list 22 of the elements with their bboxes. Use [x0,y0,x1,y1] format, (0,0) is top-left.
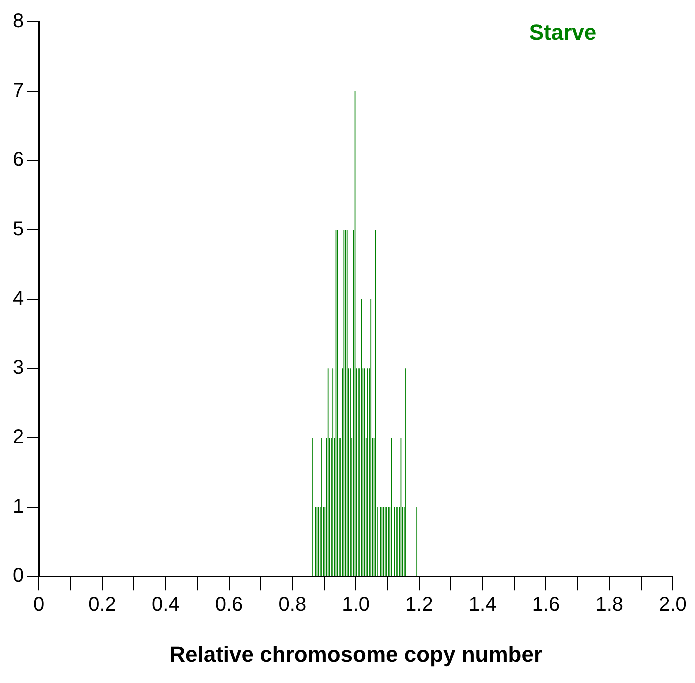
y-tick-label: 7 [13,80,24,102]
x-tick-label: 1.6 [532,594,560,616]
x-axis-title: Relative chromosome copy number [170,642,543,667]
annotation: Starve [529,20,597,46]
x-tick-label: 0.2 [88,594,116,616]
x-tick-label: 1.4 [468,594,497,616]
x-tick-label: 1.8 [596,594,624,616]
y-tick-label: 0 [13,565,24,588]
y-tick-label: 1 [13,496,24,518]
x-tick-label: 0.6 [215,594,244,616]
text: 2.0 [659,594,687,616]
y-tick-label: 6 [13,149,24,172]
text: 1.0 [342,594,370,616]
x-tick-label: 0.4 [152,594,180,616]
y-tick-label: 4 [13,288,24,310]
x-tick-label: 0.8 [278,594,307,616]
y-tick-label: 2 [13,426,24,448]
x-tick-label: 1.2 [406,594,434,616]
y-tick-label: 5 [13,218,24,240]
y-tick-label: 3 [13,357,24,380]
y-tick-label: 8 [13,10,24,33]
x-tick-label: 0 [34,594,45,616]
